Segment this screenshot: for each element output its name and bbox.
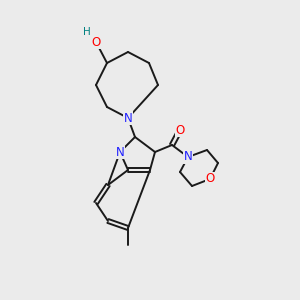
Text: N: N [116, 146, 124, 158]
Text: O: O [206, 172, 214, 185]
Text: H: H [83, 27, 91, 37]
Text: N: N [184, 151, 192, 164]
Text: O: O [176, 124, 184, 136]
Text: N: N [124, 112, 132, 124]
Text: O: O [92, 35, 100, 49]
